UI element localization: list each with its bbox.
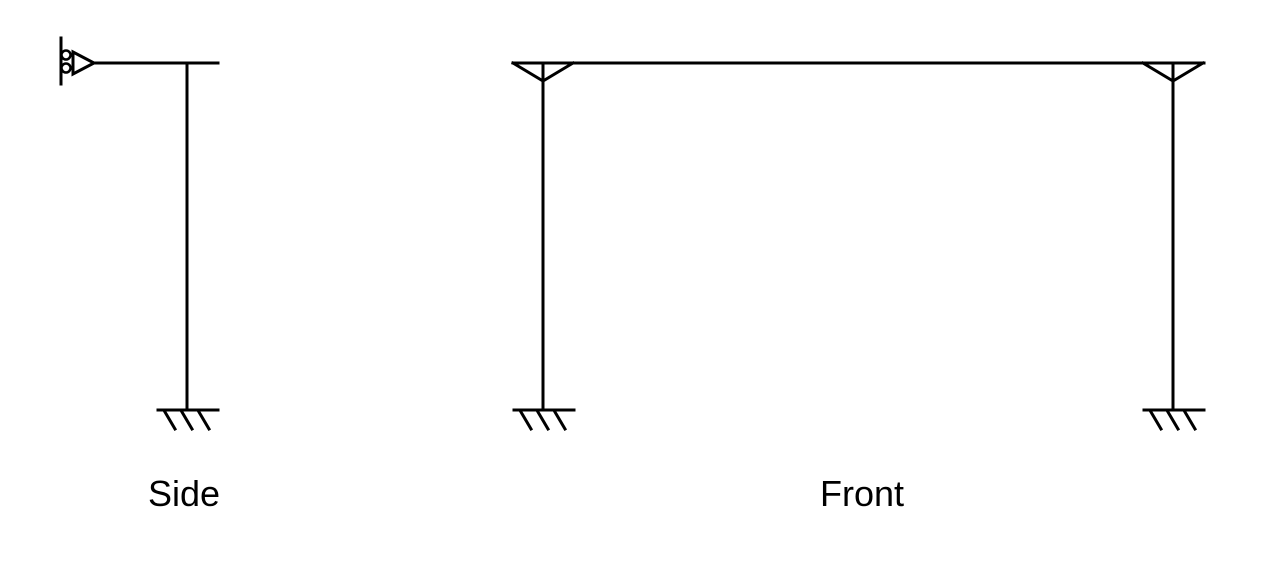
front-right-pin-joint-icon xyxy=(1140,60,1206,83)
hatch-line xyxy=(1165,409,1181,432)
side-view: Side xyxy=(59,36,220,514)
roller-wheel-top xyxy=(60,49,72,61)
roller-wheel-bottom xyxy=(60,62,72,74)
hatch-line xyxy=(162,409,178,432)
front-left-fixed-support-icon xyxy=(512,408,576,432)
front-right-fixed-support-icon xyxy=(1142,408,1206,432)
hatch-line xyxy=(552,409,568,432)
hatch-line xyxy=(1148,409,1164,432)
side-fixed-support-icon xyxy=(156,408,220,432)
pin-joint-triangle xyxy=(510,60,576,83)
front-view-label: Front xyxy=(820,473,904,514)
front-left-pin-joint-icon xyxy=(510,60,576,83)
hatch-line xyxy=(1182,409,1198,432)
roller-triangle xyxy=(71,49,98,77)
hatch-line xyxy=(535,409,551,432)
hatch-line xyxy=(518,409,534,432)
side-roller-support-icon xyxy=(59,36,98,86)
hatch-line xyxy=(179,409,195,432)
hatch-line xyxy=(196,409,212,432)
pin-joint-triangle xyxy=(1140,60,1206,83)
front-view: Front xyxy=(510,60,1206,514)
side-view-label: Side xyxy=(148,473,220,514)
